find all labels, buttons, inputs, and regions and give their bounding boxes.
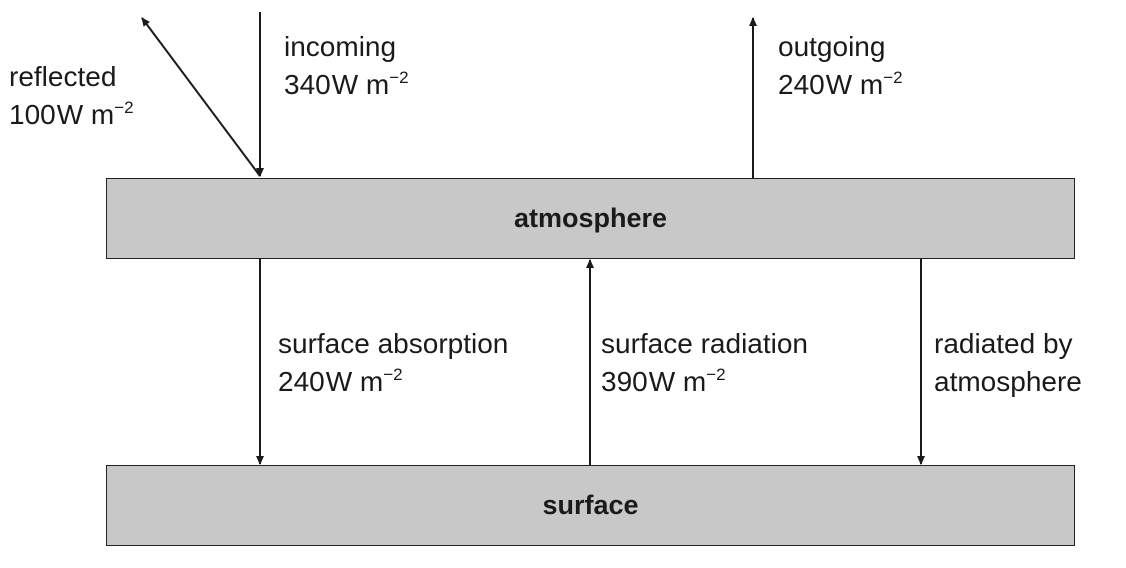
surface-absorption-value: 240	[278, 366, 325, 397]
radiated-by-atmosphere-label: radiated by atmosphere	[934, 325, 1082, 401]
reflected-name: reflected	[9, 61, 117, 92]
atmosphere-label: atmosphere	[513, 203, 668, 233]
reflected-arrow	[141, 17, 261, 177]
incoming-name: incoming	[284, 31, 397, 62]
outgoing-name: outgoing	[778, 31, 886, 62]
surface-radiation-name: surface radiation	[601, 328, 809, 359]
atmosphere-box: atmosphere	[106, 178, 1075, 259]
surface-absorption-exp: −2	[383, 365, 403, 384]
surface-absorption-unit: W m	[325, 366, 384, 397]
incoming-exp: −2	[389, 68, 409, 87]
surface-box: surface	[106, 465, 1075, 546]
outgoing-value: 240	[778, 69, 825, 100]
radiated-by-atmosphere-line2: atmosphere	[934, 366, 1082, 397]
surface-radiation-exp: −2	[706, 365, 726, 384]
outgoing-value-line: 240W m−2	[778, 66, 903, 108]
outgoing-label: outgoing 240W m−2	[778, 28, 903, 108]
surface-absorption-name: surface absorption	[278, 328, 509, 359]
incoming-value-line: 340W m−2	[284, 66, 409, 108]
reflected-unit: W m	[56, 99, 115, 130]
surface-radiation-label: surface radiation 390W m−2	[601, 325, 808, 405]
outgoing-unit: W m	[825, 69, 884, 100]
reflected-value: 100	[9, 99, 56, 130]
surface-radiation-unit: W m	[648, 366, 707, 397]
reflected-exp: −2	[114, 98, 134, 117]
surface-radiation-value-line: 390W m−2	[601, 363, 808, 405]
surface-label: surface	[542, 490, 639, 520]
surface-absorption-label: surface absorption 240W m−2	[278, 325, 508, 405]
surface-radiation-value: 390	[601, 366, 648, 397]
incoming-unit: W m	[331, 69, 390, 100]
reflected-label: reflected 100W m−2	[9, 58, 134, 138]
surface-absorption-value-line: 240W m−2	[278, 363, 508, 405]
reflected-value-line: 100W m−2	[9, 96, 134, 138]
radiated-by-atmosphere-line1: radiated by	[934, 328, 1073, 359]
outgoing-exp: −2	[883, 68, 903, 87]
incoming-value: 340	[284, 69, 331, 100]
incoming-label: incoming 340W m−2	[284, 28, 409, 108]
